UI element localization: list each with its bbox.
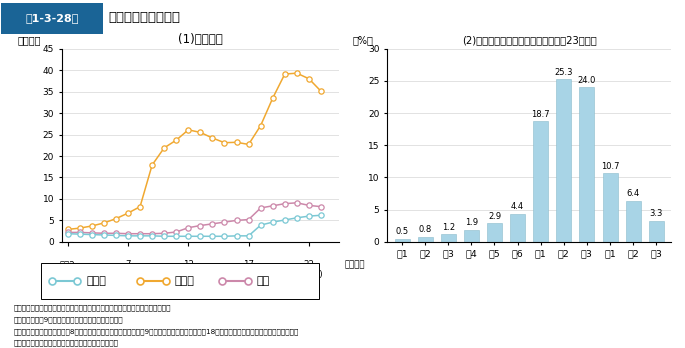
Bar xyxy=(440,234,456,242)
Text: 17: 17 xyxy=(243,260,254,269)
Text: （年度）: （年度） xyxy=(345,260,366,269)
Text: (1995): (1995) xyxy=(114,270,142,279)
Text: 1.9: 1.9 xyxy=(465,219,478,227)
Bar xyxy=(487,223,502,242)
Bar xyxy=(556,79,571,242)
Bar xyxy=(603,173,618,242)
Text: 18.7: 18.7 xyxy=(532,110,550,119)
Bar xyxy=(580,87,595,242)
Text: 24.0: 24.0 xyxy=(577,76,596,85)
Text: 校内暴力の発生件数: 校内暴力の発生件数 xyxy=(108,11,180,24)
Text: (2000): (2000) xyxy=(174,270,203,279)
Text: 4.4: 4.4 xyxy=(511,202,524,211)
Bar xyxy=(625,201,640,242)
Text: （%）: （%） xyxy=(353,35,374,45)
Text: 1.2: 1.2 xyxy=(442,223,455,232)
Title: (1)発生件数: (1)発生件数 xyxy=(178,33,223,46)
Bar xyxy=(510,214,525,242)
Text: (2010): (2010) xyxy=(295,270,323,279)
Title: (2)学年別加害者（構成割合）（平成23年度）: (2)学年別加害者（構成割合）（平成23年度） xyxy=(462,35,597,45)
Text: 7: 7 xyxy=(125,260,131,269)
FancyBboxPatch shape xyxy=(1,3,103,34)
Text: （千件）: （千件） xyxy=(17,35,41,45)
Text: 3.3: 3.3 xyxy=(649,209,663,218)
Text: (2005): (2005) xyxy=(234,270,263,279)
Text: 12: 12 xyxy=(183,260,194,269)
Text: ３　中学校には中等教育学校前期課程も含む。: ３ 中学校には中等教育学校前期課程も含む。 xyxy=(14,340,119,346)
FancyBboxPatch shape xyxy=(40,263,319,299)
Bar xyxy=(649,221,664,242)
Text: 中学校: 中学校 xyxy=(174,276,194,286)
Text: 高校: 高校 xyxy=(257,276,270,286)
Text: 22: 22 xyxy=(303,260,314,269)
Text: 0.8: 0.8 xyxy=(419,226,432,235)
Text: （注）１　平戀9年度から調査方法などを改めている。: （注）１ 平戀9年度から調査方法などを改めている。 xyxy=(14,316,123,323)
Text: 0.5: 0.5 xyxy=(395,227,409,236)
Text: 10.7: 10.7 xyxy=(601,162,619,171)
Text: 平戀2: 平戀2 xyxy=(60,260,75,269)
Text: 25.3: 25.3 xyxy=(555,68,573,77)
Bar xyxy=(418,237,433,242)
Text: ２　調査対象は，平戀8年度までは公立中・高であり，平戀9年度から公立小学校が，平成18年度からは国私立学校が追加されている。: ２ 調査対象は，平戀8年度までは公立中・高であり，平戀9年度から公立小学校が，平… xyxy=(14,328,299,334)
Text: （出典）文部科学省『児童生徒の問題行動等生徒指導上の諸問題に関する調査』: （出典）文部科学省『児童生徒の問題行動等生徒指導上の諸問題に関する調査』 xyxy=(14,304,171,311)
Bar xyxy=(464,230,479,242)
Text: 2.9: 2.9 xyxy=(488,212,501,221)
Text: 6.4: 6.4 xyxy=(627,189,640,198)
Text: (1990): (1990) xyxy=(53,270,82,279)
Text: 小学校: 小学校 xyxy=(86,276,106,286)
Bar xyxy=(533,121,548,242)
Text: ㅔ1-3-28図: ㅔ1-3-28図 xyxy=(25,13,79,23)
Bar xyxy=(395,239,410,242)
